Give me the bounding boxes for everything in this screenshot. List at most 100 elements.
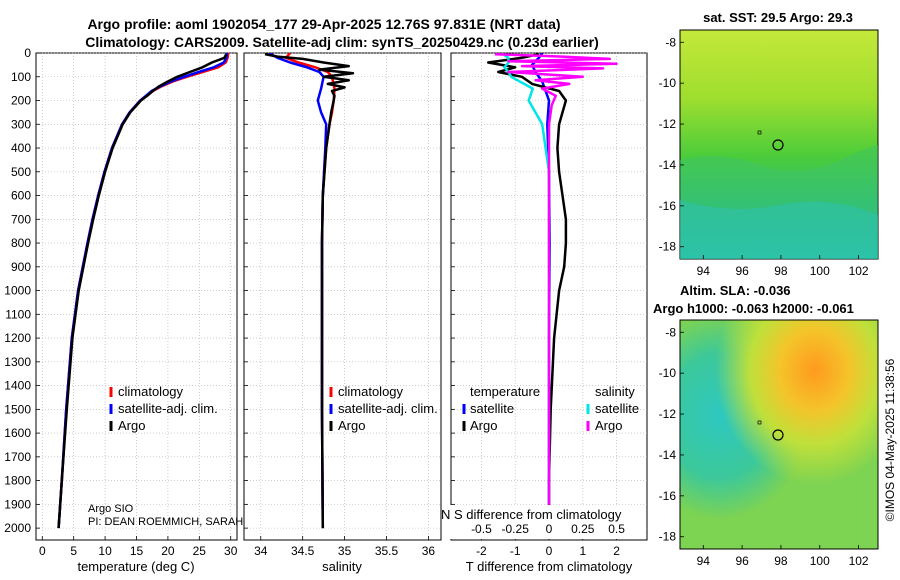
y-tick-label: 800 bbox=[11, 236, 31, 250]
map-x-tick-label: 96 bbox=[735, 554, 749, 568]
inner-x-tick-label: 0.5 bbox=[608, 522, 625, 536]
difference-panel: -2 -1 0 1 2 T difference from climatology N … bbox=[441, 52, 648, 574]
map-x-tick-label: 98 bbox=[774, 264, 788, 278]
map-y-tick-label: -10 bbox=[659, 366, 677, 380]
y-tick-label: 1300 bbox=[4, 355, 31, 369]
y-tick-label: 1900 bbox=[4, 497, 31, 511]
y-tick-label: 300 bbox=[11, 117, 31, 131]
salinity-legend: climatology satellite-adj. clim. Argo bbox=[329, 384, 438, 433]
y-tick-label: 1200 bbox=[4, 331, 31, 345]
legend-title-temperature: temperature bbox=[470, 384, 540, 399]
x-tick-label: 35 bbox=[338, 544, 352, 558]
x-tick-label: 5 bbox=[70, 544, 77, 558]
legend-label-climatology: climatology bbox=[118, 384, 184, 399]
y-tick-label: 1700 bbox=[4, 450, 31, 464]
x-tick-label: -2 bbox=[476, 544, 487, 558]
sst-coldest-region bbox=[680, 200, 878, 259]
inner-s-xlabel-clipped: N S difference from climatology bbox=[441, 507, 622, 522]
legend-label-satellite-2: satellite-adj. clim. bbox=[338, 401, 438, 416]
salinity-xlabel: salinity bbox=[322, 559, 362, 574]
y-tick-label: 2000 bbox=[4, 521, 31, 535]
title-line1: Argo profile: aoml 1902054_177 29-Apr-20… bbox=[87, 16, 560, 32]
x-tick-label: 34.5 bbox=[291, 544, 315, 558]
x-tick-label: 1 bbox=[579, 544, 586, 558]
x-tick-label: 15 bbox=[130, 544, 144, 558]
legend-label-t-argo: Argo bbox=[470, 418, 497, 433]
map-y-tick-label: -16 bbox=[659, 199, 677, 213]
x-tick-label: 36 bbox=[422, 544, 436, 558]
map-y-tick-label: -12 bbox=[659, 117, 677, 131]
map-x-tick-label: 100 bbox=[810, 554, 830, 568]
y-tick-label: 600 bbox=[11, 189, 31, 203]
float-track-marker bbox=[757, 130, 762, 135]
legend-label-argo-2: Argo bbox=[338, 418, 365, 433]
x-tick-label: 34 bbox=[254, 544, 268, 558]
temperature-panel: 0100200300400500600700800900100011001200… bbox=[4, 46, 243, 574]
y-tick-label: 0 bbox=[24, 46, 31, 60]
y-tick-label: 1400 bbox=[4, 379, 31, 393]
x-tick-label: 10 bbox=[98, 544, 112, 558]
map-y-tick-label: -18 bbox=[659, 240, 677, 254]
map-y-tick-label: -8 bbox=[665, 35, 676, 49]
x-tick-label: 25 bbox=[193, 544, 207, 558]
sla-map-title-1: Altim. SLA: -0.036 bbox=[680, 283, 791, 298]
x-tick-label: 2 bbox=[613, 544, 620, 558]
x-tick-label: -1 bbox=[510, 544, 521, 558]
inner-x-tick-label: -0.5 bbox=[471, 522, 492, 536]
map-x-tick-label: 96 bbox=[735, 264, 749, 278]
map-y-tick-label: -12 bbox=[659, 407, 677, 421]
sst-map: sat. SST: 29.5 Argo: 29.3 94 96 98 100 102 -8… bbox=[659, 10, 879, 278]
legend-title-salinity: salinity bbox=[595, 384, 635, 399]
y-tick-label: 1500 bbox=[4, 402, 31, 416]
sla-map: Altim. SLA: -0.036 Argo h1000: -0.063 h2… bbox=[653, 283, 879, 568]
map-y-tick-label: -10 bbox=[659, 76, 677, 90]
map-x-tick-label: 102 bbox=[849, 554, 869, 568]
series-line-argo bbox=[264, 53, 355, 529]
temperature-legend: climatology satellite-adj. clim. Argo bbox=[109, 384, 218, 433]
y-tick-label: 1800 bbox=[4, 474, 31, 488]
legend-label-s-argo: Argo bbox=[595, 418, 622, 433]
title-line2: Climatology: CARS2009. Satellite-adj cli… bbox=[85, 34, 599, 50]
map-y-tick-label: -18 bbox=[659, 530, 677, 544]
inner-axis-background bbox=[446, 505, 646, 539]
y-tick-label: 100 bbox=[11, 70, 31, 84]
map-x-tick-label: 102 bbox=[849, 264, 869, 278]
x-tick-label: 0 bbox=[546, 544, 553, 558]
y-tick-label: 200 bbox=[11, 94, 31, 108]
inner-x-tick-label: -0.25 bbox=[502, 522, 530, 536]
map-x-tick-label: 98 bbox=[774, 554, 788, 568]
sla-high-region bbox=[680, 320, 878, 549]
argo-owner: Argo SIO bbox=[88, 503, 134, 515]
x-tick-label: 0 bbox=[39, 544, 46, 558]
map-y-tick-label: -14 bbox=[659, 448, 677, 462]
y-tick-label: 900 bbox=[11, 260, 31, 274]
difference-legend: temperature salinity satellite Argo sate… bbox=[462, 384, 639, 433]
inner-x-tick-label: 0 bbox=[546, 522, 553, 536]
y-tick-label: 700 bbox=[11, 212, 31, 226]
inner-x-tick-label: 0.25 bbox=[571, 522, 595, 536]
y-tick-label: 500 bbox=[11, 165, 31, 179]
sst-map-title: sat. SST: 29.5 Argo: 29.3 bbox=[703, 10, 853, 25]
y-tick-label: 1600 bbox=[4, 426, 31, 440]
copyright-stamp: ©IMOS 04-May-2025 11:38:56 bbox=[883, 358, 897, 521]
x-tick-label: 30 bbox=[224, 544, 238, 558]
x-tick-label: 20 bbox=[161, 544, 175, 558]
map-y-tick-label: -14 bbox=[659, 158, 677, 172]
legend-label-s-satellite: satellite bbox=[595, 401, 639, 416]
salinity-panel: 34 34.5 35 35.5 36 salinity climatology sate… bbox=[243, 52, 442, 574]
argo-pi: PI: DEAN ROEMMICH, SARAH bbox=[88, 516, 243, 528]
map-y-tick-label: -8 bbox=[665, 325, 676, 339]
map-y-tick-label: -16 bbox=[659, 489, 677, 503]
legend-label-satellite: satellite-adj. clim. bbox=[118, 401, 218, 416]
y-tick-label: 400 bbox=[11, 141, 31, 155]
float-position-marker-2 bbox=[772, 429, 784, 441]
y-tick-label: 1000 bbox=[4, 284, 31, 298]
y-tick-label: 1100 bbox=[5, 307, 31, 321]
sla-map-title-2: Argo h1000: -0.063 h2000: -0.061 bbox=[653, 301, 854, 316]
series-line-argo bbox=[57, 53, 228, 529]
legend-label-argo: Argo bbox=[118, 418, 145, 433]
temperature-xlabel: temperature (deg C) bbox=[77, 559, 194, 574]
difference-xlabel: T difference from climatology bbox=[466, 559, 633, 574]
float-position-marker bbox=[772, 139, 784, 151]
